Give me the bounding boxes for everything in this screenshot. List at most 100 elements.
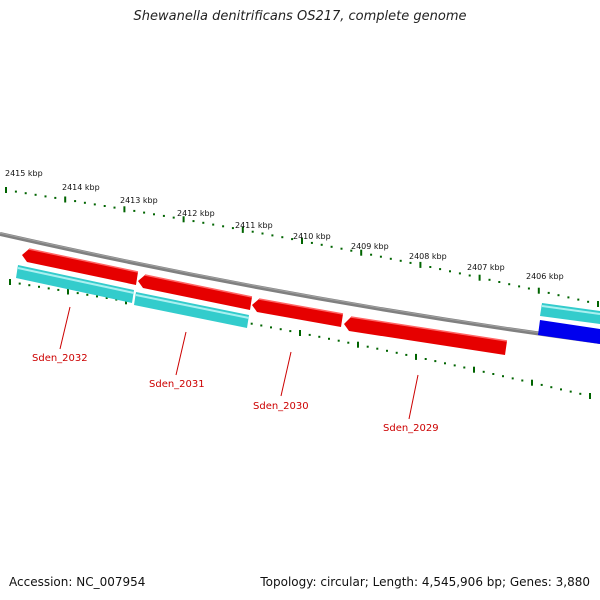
minor-tick [231, 227, 234, 230]
ruler-label: 2409 kbp [351, 242, 389, 251]
leader-line [175, 331, 187, 376]
minor-tick [557, 294, 560, 297]
ruler-label: 2407 kbp [467, 263, 505, 272]
minor-tick [540, 383, 543, 386]
minor-tick [521, 379, 524, 382]
minor-tick [153, 213, 155, 216]
leader-line [280, 351, 292, 397]
minor-tick [347, 341, 350, 344]
minor-tick [251, 230, 254, 233]
minor-tick [74, 200, 77, 203]
minor-tick [57, 288, 60, 291]
genome-backbone [0, 232, 600, 344]
minor-tick [488, 278, 491, 281]
leader-line [59, 306, 71, 350]
gene-arrow[interactable] [22, 249, 138, 285]
gene-label[interactable]: Sden_2030 [253, 401, 309, 412]
major-tick [64, 196, 67, 203]
minor-tick [113, 206, 116, 209]
minor-tick [162, 214, 165, 217]
minor-tick [527, 287, 530, 290]
gene-arrow[interactable] [138, 275, 252, 310]
major-tick [589, 393, 591, 399]
minor-tick [261, 232, 264, 235]
gene-label[interactable]: Sden_2031 [149, 379, 205, 390]
minor-tick [395, 351, 398, 354]
minor-tick [547, 291, 550, 294]
gene-arrow[interactable] [252, 299, 343, 327]
major-tick [537, 287, 540, 294]
minor-tick [492, 373, 495, 375]
minor-tick [103, 205, 106, 207]
minor-tick [28, 284, 31, 287]
minor-tick [498, 281, 501, 283]
major-tick [9, 279, 11, 285]
minor-tick [318, 335, 321, 338]
minor-tick [340, 247, 343, 250]
minor-tick [370, 253, 373, 256]
minor-tick [550, 386, 553, 389]
gene-labels: Sden_2032 Sden_2031 Sden_2030 Sden_2029 [32, 353, 439, 434]
minor-tick [202, 221, 205, 224]
gene-label[interactable]: Sden_2029 [383, 423, 439, 434]
minor-tick [389, 257, 392, 260]
ruler-label: 2413 kbp [120, 196, 158, 205]
map-title: Shewanella denitrificans OS217, complete… [133, 9, 467, 24]
major-tick [360, 249, 363, 256]
minor-tick [399, 259, 402, 262]
gene-label[interactable]: Sden_2032 [32, 353, 88, 364]
major-tick [531, 379, 533, 386]
minor-tick [320, 243, 323, 246]
minor-tick [38, 285, 40, 288]
minor-tick [366, 345, 369, 348]
minor-tick [18, 282, 21, 285]
major-tick [299, 330, 301, 336]
minor-tick [250, 322, 253, 325]
minor-tick [76, 292, 79, 295]
gene-arrow[interactable] [344, 317, 507, 355]
minor-tick [222, 225, 225, 228]
minor-tick [270, 326, 272, 329]
minor-tick [502, 375, 504, 378]
ruler-label: 2410 kbp [293, 232, 331, 241]
minor-tick [458, 272, 461, 275]
major-tick [415, 353, 417, 360]
minor-tick [405, 353, 408, 356]
label-leaders [59, 306, 419, 420]
ruler-label: 2411 kbp [235, 221, 273, 230]
minor-tick [86, 293, 89, 296]
minor-tick [444, 362, 446, 365]
minor-tick [93, 203, 96, 206]
minor-tick [54, 196, 57, 199]
minor-tick [83, 201, 86, 204]
major-tick [123, 206, 126, 213]
major-tick [357, 341, 359, 348]
major-tick [301, 238, 303, 244]
major-tick [67, 288, 69, 295]
minor-tick [429, 266, 432, 268]
accession-label: Accession: NC_007954 [9, 575, 146, 589]
minor-tick [308, 333, 311, 336]
minor-tick [143, 211, 146, 214]
minor-tick [96, 295, 98, 298]
minor-tick [569, 390, 572, 393]
minor-tick [271, 234, 274, 237]
minor-tick [560, 388, 562, 391]
minor-tick [172, 216, 175, 219]
minor-tick [577, 298, 580, 301]
minor-tick [289, 330, 292, 333]
cyan-features [16, 265, 600, 328]
minor-tick [133, 209, 136, 212]
minor-tick [47, 287, 50, 290]
ruler-label: 2406 kbp [526, 272, 564, 281]
major-tick [5, 187, 7, 193]
minor-tick [386, 349, 388, 352]
blue-feature[interactable] [538, 320, 600, 344]
minor-tick [409, 261, 412, 264]
minor-tick [281, 236, 284, 239]
ruler-label: 2415 kbp [5, 169, 43, 178]
minor-tick [337, 339, 340, 342]
minor-tick [518, 285, 521, 288]
minor-tick [449, 270, 451, 273]
